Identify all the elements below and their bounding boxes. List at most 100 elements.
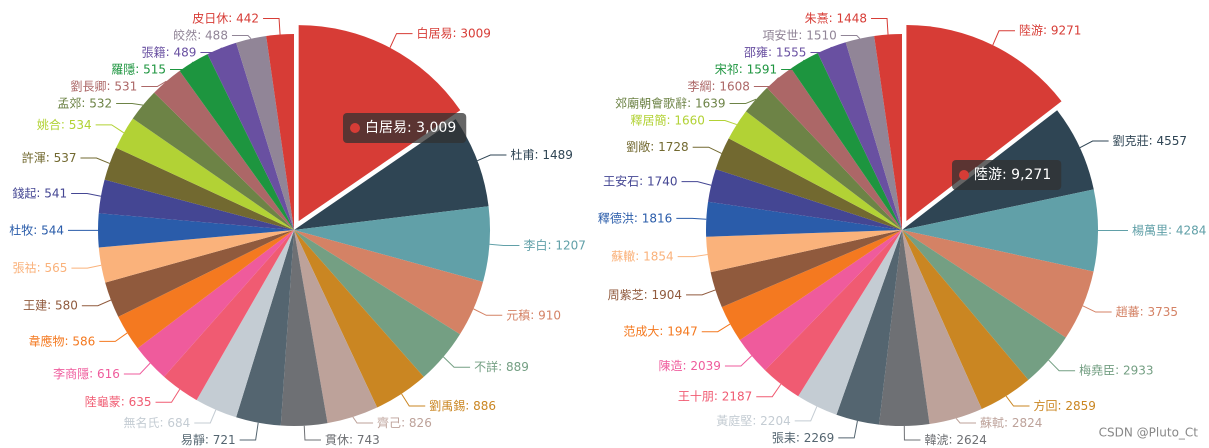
slice-name: 釋德洪 — [598, 210, 634, 225]
label-line — [903, 425, 921, 441]
slice-name: 杜牧 — [9, 222, 33, 237]
label-line — [116, 103, 144, 106]
tooltip-dot — [350, 123, 360, 133]
pie-slice — [739, 230, 902, 371]
slice-label: 張耒: 2269 — [772, 430, 834, 444]
label-line — [489, 243, 520, 246]
slice-value: 1591 — [747, 62, 778, 76]
label-line — [708, 120, 737, 126]
slice-value: 2624 — [956, 433, 987, 447]
slice-name: 劉禹錫 — [429, 398, 465, 413]
label-line — [99, 332, 128, 342]
slice-label: 杜牧: 544 — [9, 222, 64, 237]
slice-name: 張籍 — [142, 44, 166, 59]
tooltip: 陸游: 9,271 — [952, 160, 1062, 190]
slice-label: 白居易: 3009 — [417, 25, 491, 40]
pie-slice — [745, 87, 902, 230]
label-line — [871, 18, 889, 35]
slice-label: 皮日休: 442 — [192, 11, 259, 25]
slice-name: 劉長卿 — [71, 78, 107, 93]
pie-slice — [266, 34, 294, 230]
pie-slice — [710, 230, 902, 308]
pie-slice — [98, 213, 294, 248]
slice-label: 孟郊: 532 — [57, 96, 112, 110]
label-line — [1079, 140, 1109, 149]
slice-value: 4557 — [1156, 134, 1187, 148]
slice-name: 郊廟朝會歌辭 — [615, 95, 687, 110]
tooltip: 白居易: 3,009 — [343, 113, 467, 143]
slice-name: 方回 — [1034, 398, 1058, 413]
pie-slice — [104, 147, 295, 230]
slice-name: 張耒 — [772, 430, 796, 444]
slice-label: 杜甫: 1489 — [510, 147, 572, 162]
pie-slice — [196, 230, 294, 418]
slice-value: 9271 — [1051, 23, 1082, 37]
slice-value: 1947 — [667, 324, 698, 338]
slice-name: 不詳 — [474, 359, 498, 374]
pie-slice — [715, 138, 902, 230]
slice-label: 釋居簡: 1660 — [631, 112, 705, 127]
slice-label: 陸游: 9271 — [1019, 23, 1081, 37]
slice-label: 周紫芝: 1904 — [608, 286, 682, 301]
tooltip-box — [952, 160, 1062, 190]
slice-name: 皮日休 — [192, 11, 228, 25]
slice-value: 616 — [97, 366, 120, 380]
pie-slice — [906, 25, 1062, 222]
slice-value: 910 — [538, 308, 561, 322]
slice-value: 488 — [205, 28, 228, 42]
pie-slice — [902, 230, 1094, 338]
slice-name: 姚合 — [37, 116, 61, 131]
slice-label: 李商隱: 616 — [53, 365, 120, 380]
slice-label: 韋應物: 586 — [29, 333, 96, 348]
slice-name: 項安世 — [762, 27, 798, 42]
slice-name: 蘇轍 — [611, 248, 635, 263]
slice-name: 易靜 — [181, 433, 205, 447]
slice-label: 劉禹錫: 886 — [429, 398, 496, 413]
slice-name: 劉敞 — [626, 139, 650, 154]
pie-slice — [179, 54, 294, 231]
tooltip-dot — [959, 170, 969, 180]
label-line — [729, 98, 757, 105]
slice-value: 1448 — [836, 11, 867, 25]
slice-name: 梅堯臣 — [1079, 362, 1115, 377]
slice-name: 皎然 — [173, 27, 197, 42]
slice-name: 張祜 — [13, 261, 37, 275]
slice-label: 項安世: 1510 — [762, 27, 836, 42]
slice-value: 2933 — [1123, 363, 1154, 377]
slice-name: 孟郊 — [57, 96, 81, 110]
watermark: CSDN @Pluto_Ct — [1099, 426, 1199, 440]
slice-name: 陸游 — [1019, 23, 1043, 37]
slice-value: 2859 — [1065, 399, 1096, 413]
label-line — [303, 425, 321, 441]
slice-name: 錢起 — [12, 185, 36, 200]
label-line — [1082, 305, 1112, 313]
label-line — [401, 393, 426, 407]
pie-slice — [105, 230, 294, 317]
pie-slice — [207, 42, 294, 231]
slice-label: 王十朋: 2187 — [678, 389, 752, 403]
label-line — [71, 193, 102, 197]
pie-slice — [98, 230, 295, 283]
slice-name: 李商隱 — [53, 365, 89, 380]
slice-value: 489 — [174, 45, 197, 59]
slice-name: 元稹 — [506, 308, 530, 322]
pie-slice — [98, 179, 294, 230]
slice-value: 743 — [357, 433, 380, 447]
pie-slice — [902, 230, 982, 425]
label-line — [443, 356, 471, 368]
slice-label: 劉長卿: 531 — [71, 78, 138, 93]
slice-label: 姚合: 534 — [37, 116, 92, 131]
label-line — [95, 124, 125, 134]
pie-slice — [845, 35, 902, 230]
pie-slice — [791, 53, 902, 230]
pie-slice — [236, 230, 294, 426]
label-line — [955, 418, 977, 424]
tooltip-text: 陸游: 9,271 — [974, 167, 1051, 183]
slice-name: 李綱 — [687, 78, 711, 93]
slice-label: 陸龜蒙: 635 — [85, 395, 152, 409]
slice-value: 1608 — [719, 79, 750, 93]
label-line — [692, 146, 722, 154]
slice-name: 齊己 — [377, 416, 401, 430]
slice-label: 朱熹: 1448 — [805, 10, 867, 25]
